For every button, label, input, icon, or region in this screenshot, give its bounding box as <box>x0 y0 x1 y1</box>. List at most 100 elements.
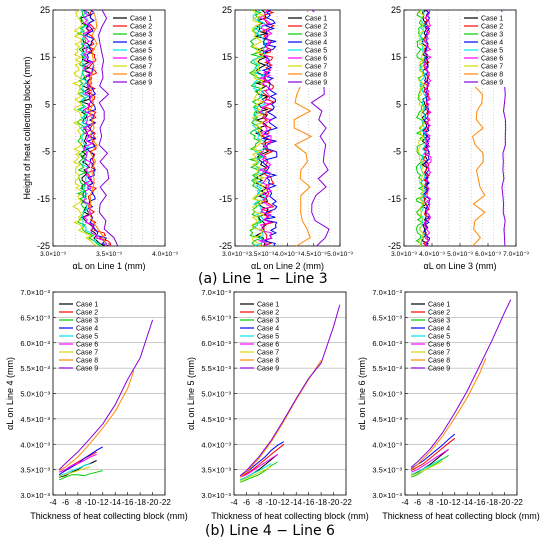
y-tick-label: 4.0×10⁻³ <box>372 440 402 449</box>
legend-label: Case 6 <box>481 56 503 63</box>
legend-label: Case 7 <box>481 64 503 71</box>
legend-label: Case 5 <box>76 334 98 341</box>
series-line-case-7 <box>411 461 443 477</box>
series-line-case-7 <box>250 9 267 247</box>
y-tick-label: 6.0×10⁻³ <box>372 339 402 348</box>
x-tick-label: -20 <box>499 498 511 507</box>
y-tick-label: 7.0×10⁻³ <box>20 288 50 297</box>
y-tick-label: 6.5×10⁻³ <box>20 313 50 322</box>
series-line-case-6 <box>411 448 449 473</box>
x-tick-label: -20 <box>147 498 159 507</box>
x-axis-label: Thickness of heat collecting block (mm) <box>211 511 369 521</box>
legend-label: Case 8 <box>481 72 503 79</box>
series-line-case-8 <box>58 370 135 472</box>
x-tick-label: 4.0×10⁻³ <box>152 251 178 258</box>
legend-label: Case 2 <box>257 310 279 317</box>
y-tick-label: 3.5×10⁻³ <box>372 466 402 475</box>
x-tick-label: 3.0×10⁻³ <box>222 251 248 258</box>
y-tick-label: 6.0×10⁻³ <box>20 339 50 348</box>
series-line-case-7 <box>418 9 426 247</box>
x-tick-label: 3.5×10⁻³ <box>248 251 274 258</box>
series-line-case-4 <box>423 9 431 247</box>
legend-label: Case 2 <box>428 310 450 317</box>
y-tick-label: -25 <box>37 241 50 251</box>
series-line-case-3 <box>240 461 278 483</box>
y-tick-label: 3.0×10⁻³ <box>372 491 402 500</box>
y-tick-label: -25 <box>219 241 232 251</box>
series-line-case-5 <box>240 463 272 481</box>
series-line-case-4 <box>85 9 109 247</box>
x-tick-label: -18 <box>315 498 327 507</box>
x-tick-label: -22 <box>159 498 171 507</box>
chart-panel-3: 25 15 5 -5 -15 -253.0×10⁻³ 4.0×10⁻³ 5.0×10⁻³ 6.0… <box>388 5 530 271</box>
y-tick-label: 5 <box>227 99 232 109</box>
x-tick-label: -10 <box>85 498 97 507</box>
legend-label: Case 5 <box>481 48 503 55</box>
series-line-case-9 <box>58 319 154 470</box>
x-axis-label: Thickness of heat collecting block (mm) <box>30 511 188 521</box>
y-tick-label: -5 <box>42 147 50 157</box>
y-tick-label: 7.0×10⁻³ <box>372 288 402 297</box>
series-line-case-5 <box>410 458 443 476</box>
x-tick-label: -14 <box>290 498 302 507</box>
legend-label: Case 5 <box>130 48 152 55</box>
y-tick-label: 5.0×10⁻³ <box>372 390 402 399</box>
legend-label: Case 4 <box>428 326 450 333</box>
y-tick-label: 15 <box>391 52 401 62</box>
legend-label: Case 1 <box>481 16 503 23</box>
legend-label: Case 4 <box>305 40 327 47</box>
y-tick-label: 4.0×10⁻³ <box>201 440 231 449</box>
x-tick-label: 3.0×10⁻³ <box>40 251 66 258</box>
y-tick-label: -15 <box>219 194 232 204</box>
x-tick-label: -18 <box>486 498 498 507</box>
y-tick-label: -15 <box>388 194 401 204</box>
legend-label: Case 2 <box>305 24 327 31</box>
x-tick-label: -6 <box>243 498 251 507</box>
y-tick-label: 3.0×10⁻³ <box>20 491 50 500</box>
legend-label: Case 1 <box>130 16 152 23</box>
legend-label: Case 5 <box>305 48 327 55</box>
x-tick-label: -16 <box>474 498 486 507</box>
y-tick-label: 3.5×10⁻³ <box>201 466 231 475</box>
legend-label: Case 2 <box>481 24 503 31</box>
legend-label: Case 3 <box>76 318 98 325</box>
series-line-case-1 <box>254 9 269 247</box>
series-line-case-9 <box>410 299 512 468</box>
series-line-case-2 <box>259 9 276 247</box>
y-tick-label: 4.5×10⁻³ <box>201 415 231 424</box>
series-line-case-4 <box>58 446 104 476</box>
legend-label: Case 6 <box>76 342 98 349</box>
series-line-case-6 <box>240 453 278 478</box>
y-tick-label: -5 <box>224 147 232 157</box>
x-tick-label: 6.0×10⁻³ <box>475 251 501 258</box>
legend-label: Case 2 <box>76 310 98 317</box>
legend-label: Case 7 <box>76 350 98 357</box>
y-tick-label: 25 <box>391 5 401 15</box>
x-tick-label: -6 <box>414 498 422 507</box>
legend-label: Case 9 <box>76 366 98 373</box>
x-axis-label: Thickness of heat collecting block (mm) <box>382 511 540 521</box>
y-tick-label: 3.5×10⁻³ <box>20 466 50 475</box>
y-axis-label: Height of heat collecting block (mm) <box>22 56 32 199</box>
x-tick-label: -4 <box>230 498 238 507</box>
series-line-case-6 <box>423 9 432 247</box>
x-tick-label: -18 <box>134 498 146 507</box>
legend-label: Case 6 <box>428 342 450 349</box>
legend-label: Case 3 <box>481 32 503 39</box>
legend-label: Case 3 <box>428 318 450 325</box>
x-axis-label: αL on Line 1 (mm) <box>73 261 146 271</box>
legend-label: Case 7 <box>305 64 327 71</box>
series-line-case-6 <box>59 453 97 473</box>
legend-label: Case 3 <box>130 32 152 39</box>
legend-label: Case 3 <box>257 318 279 325</box>
y-tick-label: 4.5×10⁻³ <box>372 415 402 424</box>
legend-label: Case 6 <box>130 56 152 63</box>
y-tick-label: -25 <box>388 241 401 251</box>
y-tick-label: 5.5×10⁻³ <box>372 364 402 373</box>
y-tick-label: 5.5×10⁻³ <box>201 364 231 373</box>
legend-label: Case 6 <box>305 56 327 63</box>
